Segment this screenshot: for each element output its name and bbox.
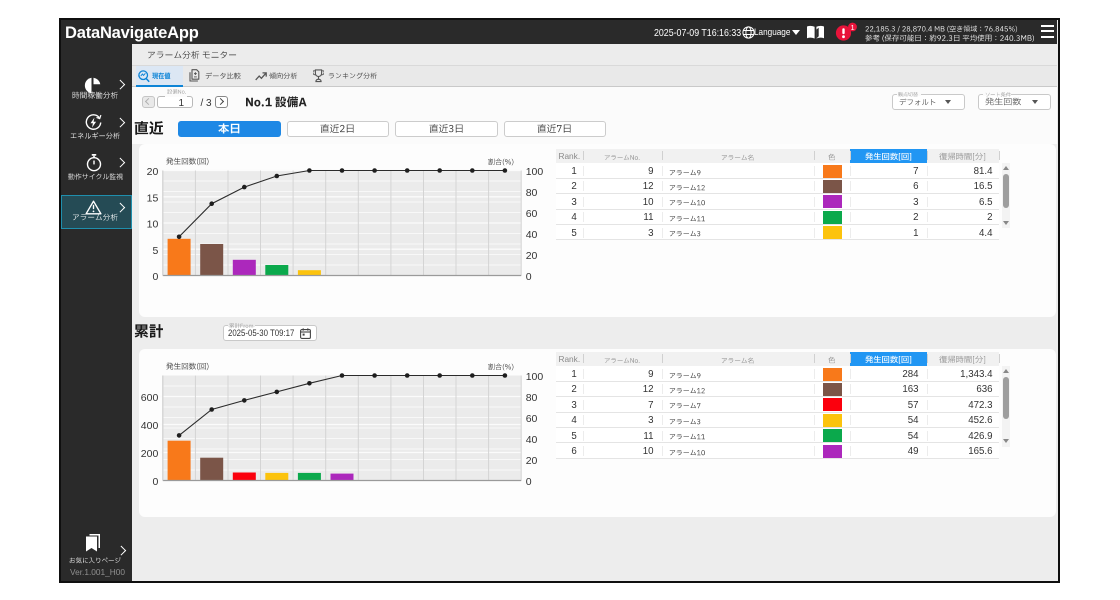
svg-text:0: 0 — [152, 271, 158, 283]
svg-text:20: 20 — [146, 166, 158, 178]
svg-text:0: 0 — [525, 271, 531, 283]
svg-text:20: 20 — [525, 455, 537, 467]
svg-text:0: 0 — [525, 476, 531, 488]
svg-text:400: 400 — [140, 420, 158, 432]
svg-text:40: 40 — [525, 229, 537, 241]
svg-text:60: 60 — [525, 208, 537, 220]
svg-text:40: 40 — [525, 434, 537, 446]
svg-text:100: 100 — [525, 166, 543, 178]
svg-text:60: 60 — [525, 413, 537, 425]
svg-text:80: 80 — [525, 187, 537, 199]
svg-text:10: 10 — [146, 218, 158, 230]
svg-text:80: 80 — [525, 392, 537, 404]
svg-text:5: 5 — [152, 244, 158, 256]
svg-text:200: 200 — [140, 448, 158, 460]
svg-text:0: 0 — [152, 476, 158, 488]
svg-text:20: 20 — [525, 250, 537, 262]
svg-text:15: 15 — [146, 192, 158, 204]
svg-text:100: 100 — [525, 371, 543, 383]
svg-text:1: 1 — [851, 23, 855, 32]
svg-text:600: 600 — [140, 392, 158, 404]
